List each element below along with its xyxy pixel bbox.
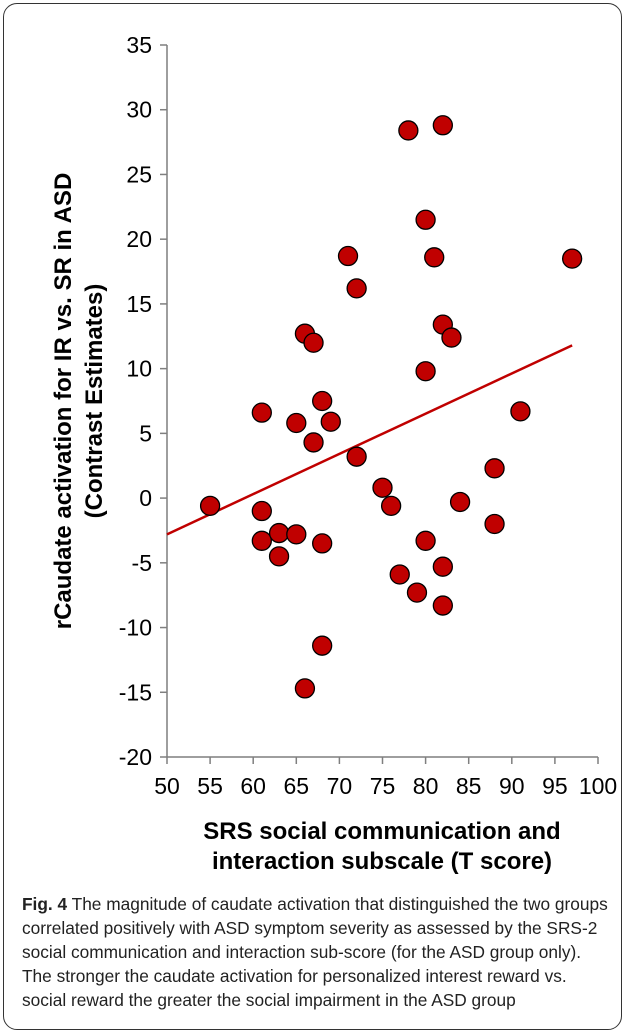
x-tick-label: 85: [456, 773, 482, 799]
y-axis-title-line: rCaudate activation for IR vs. SR in ASD: [50, 173, 77, 630]
x-axis-title-line: interaction subscale (T score): [212, 848, 552, 875]
data-point: [389, 564, 410, 585]
figure-frame: rCaudate activation for IR vs. SR in ASD…: [3, 3, 622, 1030]
data-point: [441, 327, 462, 348]
data-point: [294, 678, 316, 699]
data-point: [432, 556, 453, 577]
data-point: [286, 524, 307, 545]
data-point: [415, 209, 436, 230]
data-point: [484, 458, 505, 479]
data-point: [510, 401, 531, 422]
data-point: [268, 522, 290, 544]
data-point: [346, 278, 367, 299]
data-point: [337, 245, 359, 267]
x-tick-label: 95: [542, 773, 568, 799]
axes: [160, 44, 599, 764]
x-tick-label: 80: [413, 773, 439, 799]
caption-text: The magnitude of caudate activation that…: [22, 894, 608, 1010]
data-point: [251, 500, 272, 522]
y-tick-labels: 35 30 25 20 15 10 5 0 -5 -10 -15 -20: [119, 32, 152, 770]
data-point: [432, 595, 453, 616]
trend-line: [166, 344, 573, 536]
y-tick-label: 5: [139, 420, 152, 446]
data-point: [449, 491, 471, 513]
data-point: [251, 530, 272, 551]
y-tick-label: 10: [126, 356, 152, 382]
x-tick-label: 55: [197, 773, 223, 799]
data-point: [415, 530, 436, 551]
data-point: [286, 412, 307, 434]
figure-caption: Fig. 4 The magnitude of caudate activati…: [22, 892, 610, 1012]
x-tick-label: 60: [240, 773, 266, 799]
data-points: [199, 115, 583, 699]
data-point: [312, 533, 333, 554]
data-point: [398, 120, 419, 141]
data-point: [372, 477, 393, 498]
x-tick-label: 75: [370, 773, 396, 799]
x-tick-label: 90: [499, 773, 525, 799]
x-axis-title: SRS social communication and interaction …: [203, 818, 560, 875]
x-tick-label: 70: [327, 773, 353, 799]
y-tick-label: 25: [126, 161, 152, 187]
data-point: [561, 248, 583, 269]
scatter-plot: rCaudate activation for IR vs. SR in ASD…: [50, 32, 617, 875]
data-point: [312, 390, 333, 412]
data-point: [268, 546, 290, 567]
y-tick-label: 30: [126, 97, 152, 123]
y-axis-title: rCaudate activation for IR vs. SR in ASD…: [50, 173, 108, 630]
x-axis-title-line: SRS social communication and: [203, 818, 560, 845]
data-point: [432, 115, 453, 136]
data-point: [199, 495, 221, 517]
y-tick-label: -20: [119, 744, 152, 770]
y-tick-label: 35: [126, 32, 152, 58]
data-point: [484, 513, 505, 535]
trend-line-group: [166, 344, 573, 536]
data-point: [312, 635, 333, 656]
x-tick-label: 65: [284, 773, 310, 799]
x-tick-label: 50: [154, 773, 180, 799]
data-point: [415, 361, 436, 382]
data-point: [406, 582, 428, 603]
x-tick-label: 100: [579, 773, 617, 799]
data-point: [303, 332, 324, 353]
data-point: [251, 402, 272, 423]
y-axis-title-line: (Contrast Estimates): [81, 284, 108, 519]
data-point: [424, 247, 445, 268]
data-point: [320, 411, 341, 432]
data-point: [346, 446, 367, 467]
y-tick-label: -15: [119, 679, 152, 705]
y-tick-label: 20: [126, 226, 152, 252]
y-tick-label: 0: [139, 485, 152, 511]
y-tick-label: -5: [132, 550, 152, 576]
data-point: [303, 432, 324, 453]
data-point: [380, 495, 402, 517]
y-tick-label: -10: [119, 615, 152, 641]
x-tick-labels: 50 55 60 65 70 75 80 85 90 95 100: [154, 773, 617, 799]
y-tick-label: 15: [126, 291, 152, 317]
figure-label: Fig. 4: [22, 894, 68, 914]
